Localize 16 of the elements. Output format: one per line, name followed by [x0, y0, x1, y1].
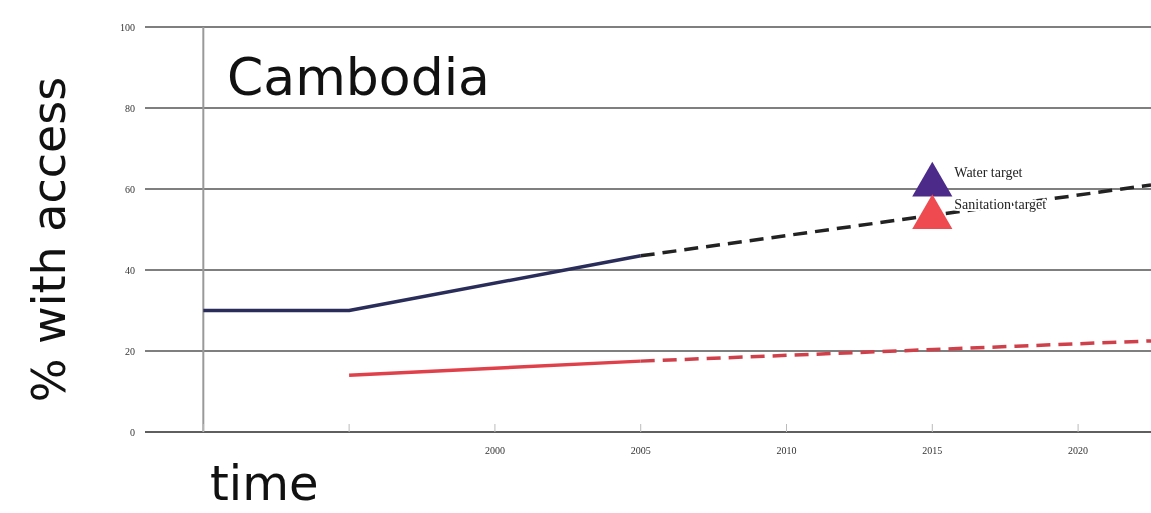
y-tick-label: 40 — [125, 265, 135, 276]
y-tick-label: 0 — [130, 427, 135, 438]
y-tick-label: 100 — [120, 22, 135, 33]
chart-title: Cambodia — [227, 47, 490, 107]
x-tick-label: 2000 — [484, 445, 505, 456]
y-axis-title: % with access — [22, 76, 76, 403]
x-tick-label: 2015 — [922, 445, 943, 456]
x-tick-label: 2020 — [1068, 445, 1089, 456]
x-tick-label: 2005 — [630, 445, 651, 456]
x-tick-label: 2010 — [776, 445, 797, 456]
series-label: Water target — [954, 164, 1023, 180]
y-tick-label: 80 — [125, 103, 135, 114]
series-label: Sanitation target — [954, 197, 1047, 213]
y-tick-label: 60 — [125, 184, 135, 195]
x-axis-title: time — [210, 455, 319, 511]
y-tick-label: 20 — [125, 346, 135, 357]
